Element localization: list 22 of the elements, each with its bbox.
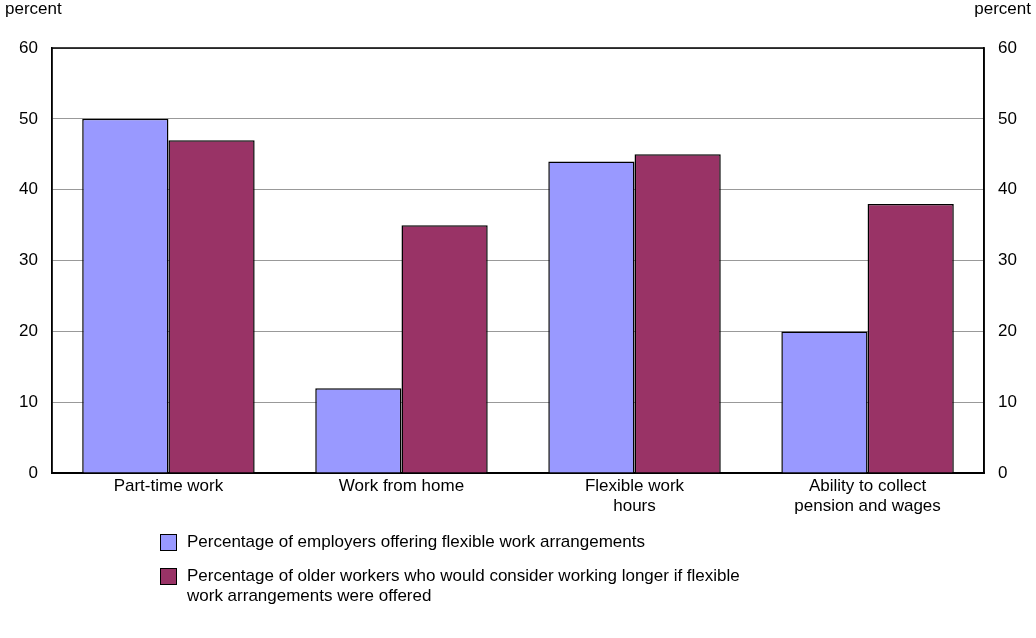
y-tick-label: 10: [18, 392, 38, 412]
y-tick-label: 30: [18, 250, 38, 270]
x-tick-label: Ability to collect pension and wages: [794, 476, 941, 516]
y2-axis-title: percent: [974, 0, 1032, 19]
y2-tick-label: 40: [998, 179, 1018, 199]
y2-tick-label: 20: [998, 321, 1018, 341]
y-axis-title: percent: [5, 0, 62, 19]
y-tick-label: 60: [18, 37, 38, 57]
y2-tick-label: 30: [998, 250, 1018, 270]
y2-tick-label: 60: [998, 37, 1018, 57]
y-tick-label: 50: [18, 108, 38, 128]
y2-tick-label: 0: [998, 462, 1008, 482]
legend-label: Percentage of employers offering flexible work arrangements: [187, 532, 645, 552]
x-tick-label: Part-time work: [113, 476, 224, 496]
y2-tick-label: 50: [998, 108, 1018, 128]
y-tick-label: 40: [18, 179, 38, 199]
y-tick-label: 20: [18, 321, 38, 341]
legend-label: Percentage of older workers who would consider working longer if flexible work arrangements were offered: [187, 566, 741, 606]
y-tick-label: 0: [28, 462, 38, 482]
x-tick-label: Work from home: [338, 476, 465, 496]
x-tick-label: Flexible work hours: [584, 476, 685, 516]
y2-tick-label: 10: [998, 392, 1018, 412]
